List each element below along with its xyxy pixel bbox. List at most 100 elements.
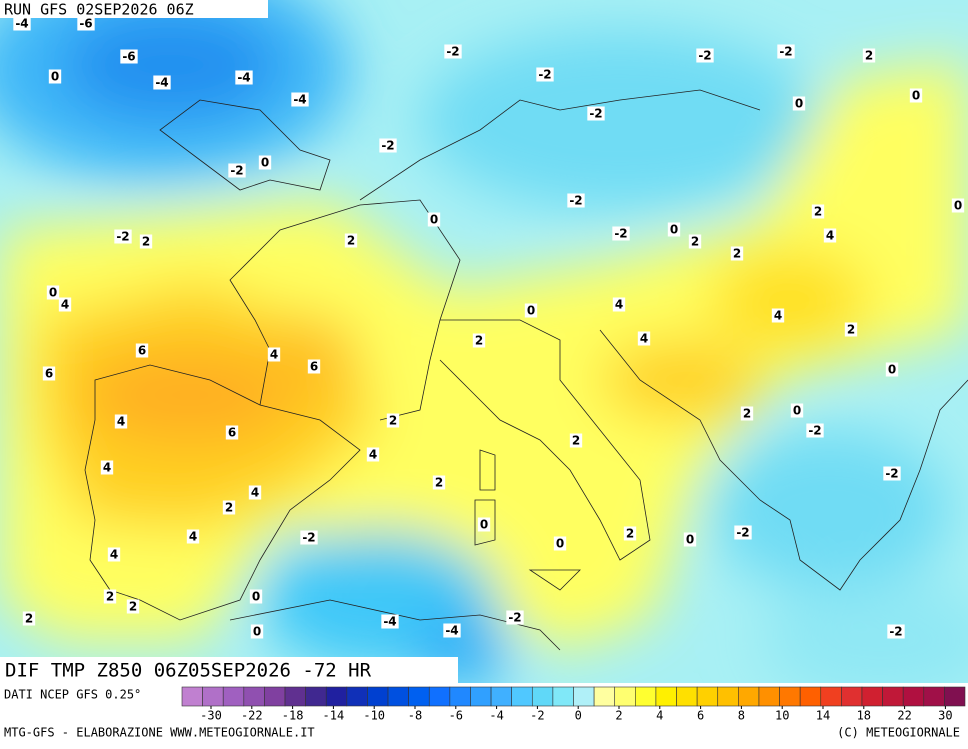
contour-label: -4 — [15, 17, 28, 31]
contour-label: -2 — [116, 230, 129, 244]
label-box — [612, 297, 626, 312]
coastline — [359, 89, 761, 201]
map-title: DIF TMP Z850 06Z05SEP2026 -72 HR — [5, 660, 372, 682]
label-box — [806, 423, 824, 438]
contour-label: 0 — [793, 404, 801, 418]
legend-tick-label: -2 — [530, 709, 544, 723]
legend-swatch — [305, 686, 327, 707]
contour-label: -4 — [155, 76, 168, 90]
legend-swatch — [635, 686, 657, 707]
label-box — [228, 163, 246, 178]
coastline — [599, 329, 968, 591]
label-box — [740, 406, 754, 421]
label-box — [637, 331, 651, 346]
contour-label: -2 — [589, 107, 602, 121]
contour-label: 2 — [25, 612, 33, 626]
legend-swatch — [779, 686, 801, 707]
contour-label: 2 — [814, 205, 822, 219]
legend-swatch — [181, 686, 203, 707]
label-box — [587, 106, 605, 121]
legend-tick-label: 0 — [575, 709, 582, 723]
label-box — [126, 599, 140, 614]
label-box — [46, 285, 60, 300]
label-box — [885, 362, 899, 377]
label-box — [250, 624, 264, 639]
contour-label: -2 — [889, 625, 902, 639]
label-box — [444, 44, 462, 59]
legend-tick-label: -8 — [408, 709, 422, 723]
legend-swatch — [841, 686, 863, 707]
label-box — [696, 48, 714, 63]
label-box — [667, 222, 681, 237]
contour-label: 4 — [103, 461, 111, 475]
contour-label: 2 — [106, 590, 114, 604]
legend-swatch — [367, 686, 389, 707]
legend-swatch — [243, 686, 265, 707]
label-box — [107, 547, 121, 562]
label-box — [307, 359, 321, 374]
label-box — [103, 589, 117, 604]
contour-label: 4 — [251, 486, 259, 500]
coastline — [159, 99, 331, 191]
contour-label: 2 — [225, 501, 233, 515]
label-box — [300, 530, 318, 545]
contour-label: -4 — [445, 624, 458, 638]
label-box — [536, 67, 554, 82]
legend-swatch — [387, 686, 409, 707]
contour-label: 2 — [691, 235, 699, 249]
label-box — [248, 485, 262, 500]
legend-swatch — [511, 686, 533, 707]
contour-label: 2 — [626, 527, 634, 541]
copyright-label: (C) METEOGIORNALE — [837, 726, 960, 740]
label-box — [683, 532, 697, 547]
label-box — [100, 460, 114, 475]
header-box — [0, 0, 268, 18]
contour-label: 4 — [61, 298, 69, 312]
label-box — [58, 297, 72, 312]
label-box — [42, 366, 56, 381]
legend-tick-label: 18 — [857, 709, 871, 723]
label-box — [777, 44, 795, 59]
contour-label: -2 — [736, 526, 749, 540]
contour-label: 4 — [640, 332, 648, 346]
contour-label: -2 — [698, 49, 711, 63]
label-box — [567, 193, 585, 208]
legend-swatch — [861, 686, 883, 707]
contour-label: 0 — [480, 518, 488, 532]
label-box — [258, 155, 272, 170]
credit-label: MTG-GFS - ELABORAZIONE WWW.METEOGIORNALE… — [4, 726, 315, 740]
contour-label: -2 — [508, 611, 521, 625]
legend-swatch — [346, 686, 368, 707]
contour-label: 0 — [556, 537, 564, 551]
contour-label: 6 — [228, 426, 236, 440]
legend-tick-label: 4 — [656, 709, 663, 723]
contour-label: 0 — [430, 213, 438, 227]
legend-swatch — [738, 686, 760, 707]
contour-label: 4 — [615, 298, 623, 312]
contour-label: -4 — [383, 615, 396, 629]
legend-swatch — [284, 686, 306, 707]
legend-tick-label: -6 — [449, 709, 463, 723]
legend-swatch — [882, 686, 904, 707]
contour-label: -4 — [237, 71, 250, 85]
label-box — [139, 234, 153, 249]
contour-label: 0 — [527, 304, 535, 318]
title-box — [0, 657, 458, 683]
label-box — [235, 70, 253, 85]
coastline — [229, 599, 561, 651]
run-label: RUN GFS 02SEP2026 06Z — [4, 1, 194, 19]
legend-tick-label: 10 — [775, 709, 789, 723]
legend-swatch — [264, 686, 286, 707]
label-box — [13, 16, 31, 31]
label-box — [153, 75, 171, 90]
contour-label: -2 — [569, 194, 582, 208]
label-box — [432, 475, 446, 490]
contour-label: 6 — [138, 344, 146, 358]
contour-label: 0 — [795, 97, 803, 111]
legend-swatch — [552, 686, 574, 707]
label-box — [472, 333, 486, 348]
coastline — [84, 364, 361, 621]
legend-tick-label: 14 — [816, 709, 830, 723]
label-box — [114, 229, 132, 244]
contour-label: 0 — [686, 533, 694, 547]
